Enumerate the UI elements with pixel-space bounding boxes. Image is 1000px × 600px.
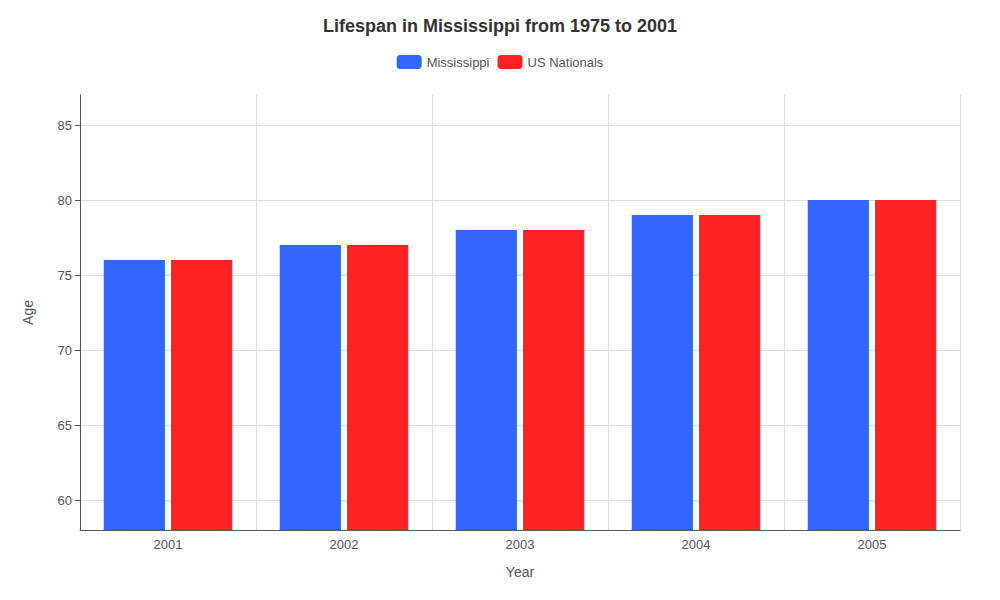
svg-text:Mississippi: Mississippi <box>427 55 490 70</box>
svg-text:65: 65 <box>58 418 72 433</box>
svg-text:2003: 2003 <box>506 537 535 552</box>
svg-text:60: 60 <box>58 493 72 508</box>
svg-text:75: 75 <box>58 268 72 283</box>
svg-text:2002: 2002 <box>330 537 359 552</box>
svg-text:2005: 2005 <box>858 537 887 552</box>
svg-text:US Nationals: US Nationals <box>527 55 603 70</box>
svg-text:2001: 2001 <box>154 537 183 552</box>
svg-text:Year: Year <box>506 564 535 580</box>
svg-text:80: 80 <box>58 193 72 208</box>
svg-text:85: 85 <box>58 118 72 133</box>
svg-text:Lifespan in Mississippi from 1: Lifespan in Mississippi from 1975 to 200… <box>323 16 677 36</box>
svg-text:70: 70 <box>58 343 72 358</box>
svg-text:Age: Age <box>20 300 36 325</box>
svg-text:2004: 2004 <box>682 537 711 552</box>
